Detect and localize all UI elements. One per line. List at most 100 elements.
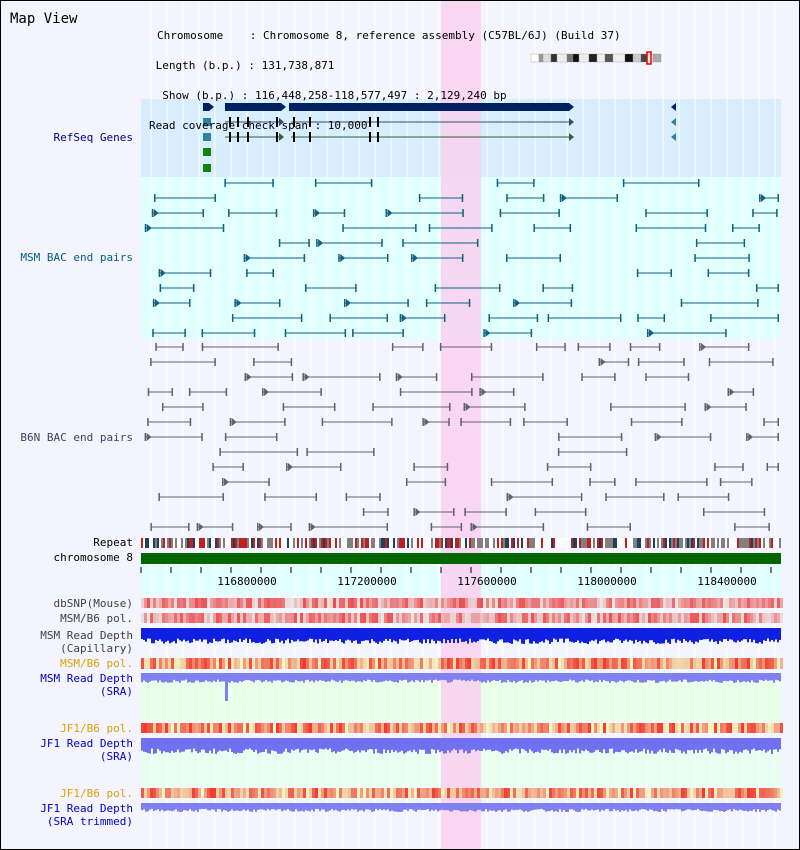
bac-arrow: [648, 329, 654, 337]
heat-cell: [291, 788, 294, 798]
depth-bar: [591, 803, 593, 810]
refseq-genes-label[interactable]: RefSeq Genes: [53, 131, 133, 144]
depth-bar: [777, 738, 779, 752]
depth-bar: [319, 738, 321, 749]
heat-cell: [546, 723, 549, 733]
heat-cell: [567, 598, 570, 608]
depth-bar: [541, 673, 543, 681]
heat-cell: [393, 613, 396, 623]
heat-cell: [495, 658, 498, 669]
b6n-bac-end-pairs-label[interactable]: B6N BAC end pairs: [20, 431, 133, 444]
depth-bar: [575, 673, 577, 683]
heat-cell: [609, 598, 612, 608]
heat-cell: [549, 658, 552, 669]
heat-cell: [450, 613, 453, 623]
depth-bar: [733, 628, 735, 642]
heat-cell: [570, 788, 573, 798]
heat-cell: [354, 613, 357, 623]
depth-bar: [699, 628, 701, 640]
depth-bar: [629, 628, 631, 641]
heat-cell: [663, 788, 666, 798]
depth-bar: [545, 803, 547, 812]
depth-bar: [245, 803, 247, 811]
repeat-bar: [343, 538, 345, 548]
jf1-read-depth-sra-label: JF1 Read Depth (SRA): [40, 737, 133, 763]
heat-cell: [756, 613, 759, 623]
heat-cell: [627, 723, 630, 733]
depth-bar: [269, 628, 271, 641]
bac-end-tick: [316, 239, 318, 247]
depth-bar: [623, 673, 625, 683]
heat-cell: [315, 598, 318, 608]
heat-cell: [438, 788, 441, 798]
heat-cell: [606, 598, 609, 608]
depth-bar: [321, 803, 323, 810]
depth-bar: [673, 673, 675, 682]
repeat-bar: [159, 538, 161, 548]
heat-cell: [753, 613, 756, 623]
heat-cell: [249, 613, 252, 623]
exon-tick: [276, 132, 278, 142]
heat-cell: [765, 613, 768, 623]
heat-cell: [759, 598, 762, 608]
bac-end-tick: [752, 388, 755, 396]
depth-bar: [299, 673, 301, 682]
heat-cell: [483, 658, 486, 669]
heat-cell: [150, 788, 153, 798]
repeat-bar: [439, 538, 441, 548]
depth-bar: [553, 673, 555, 682]
depth-bar: [597, 673, 599, 683]
depth-bar: [727, 673, 729, 682]
depth-bar: [247, 628, 249, 644]
heat-cell: [516, 788, 519, 798]
repeat-bar: [541, 538, 543, 548]
heat-cell: [561, 788, 564, 798]
depth-bar: [579, 803, 581, 812]
depth-bar: [351, 738, 353, 751]
depth-bar: [181, 628, 183, 642]
repeat-bar: [241, 538, 243, 548]
depth-bar: [683, 628, 685, 640]
depth-bar: [197, 673, 199, 681]
depth-bar: [763, 738, 765, 750]
depth-bar: [609, 628, 611, 643]
heat-cell: [696, 613, 699, 623]
heat-cell: [579, 613, 582, 623]
heat-cell: [636, 658, 639, 669]
heat-cell: [654, 788, 657, 798]
depth-bar: [349, 628, 351, 641]
depth-bar: [325, 673, 327, 683]
repeat-bar: [717, 538, 719, 548]
depth-bar: [339, 628, 341, 640]
heat-cell: [345, 723, 348, 733]
heat-cell: [681, 598, 684, 608]
heat-cell: [528, 598, 531, 608]
depth-bar: [285, 803, 287, 811]
depth-bar: [215, 628, 217, 642]
bac-end-tick: [658, 343, 661, 351]
heat-cell: [270, 723, 273, 733]
heat-cell: [471, 788, 474, 798]
depth-bar: [265, 628, 267, 642]
bac-end-tick: [402, 239, 404, 247]
heat-cell: [441, 613, 444, 623]
bac-end-tick: [296, 448, 299, 456]
heat-cell: [204, 613, 207, 623]
depth-bar: [417, 738, 419, 754]
msm-bac-end-pairs-label[interactable]: MSM BAC end pairs: [20, 251, 133, 264]
heat-cell: [504, 723, 507, 733]
depth-bar: [161, 628, 163, 642]
depth-bar: [173, 738, 175, 753]
depth-bar: [269, 738, 271, 754]
depth-bar: [423, 738, 425, 750]
heat-cell: [561, 613, 564, 623]
depth-bar: [385, 673, 387, 681]
depth-bar: [253, 628, 255, 643]
depth-bar: [651, 628, 653, 641]
bac-end-tick: [144, 224, 147, 232]
depth-bar: [445, 738, 447, 754]
depth-bar: [201, 803, 203, 809]
heat-cell: [516, 723, 519, 733]
depth-bar: [255, 803, 257, 812]
